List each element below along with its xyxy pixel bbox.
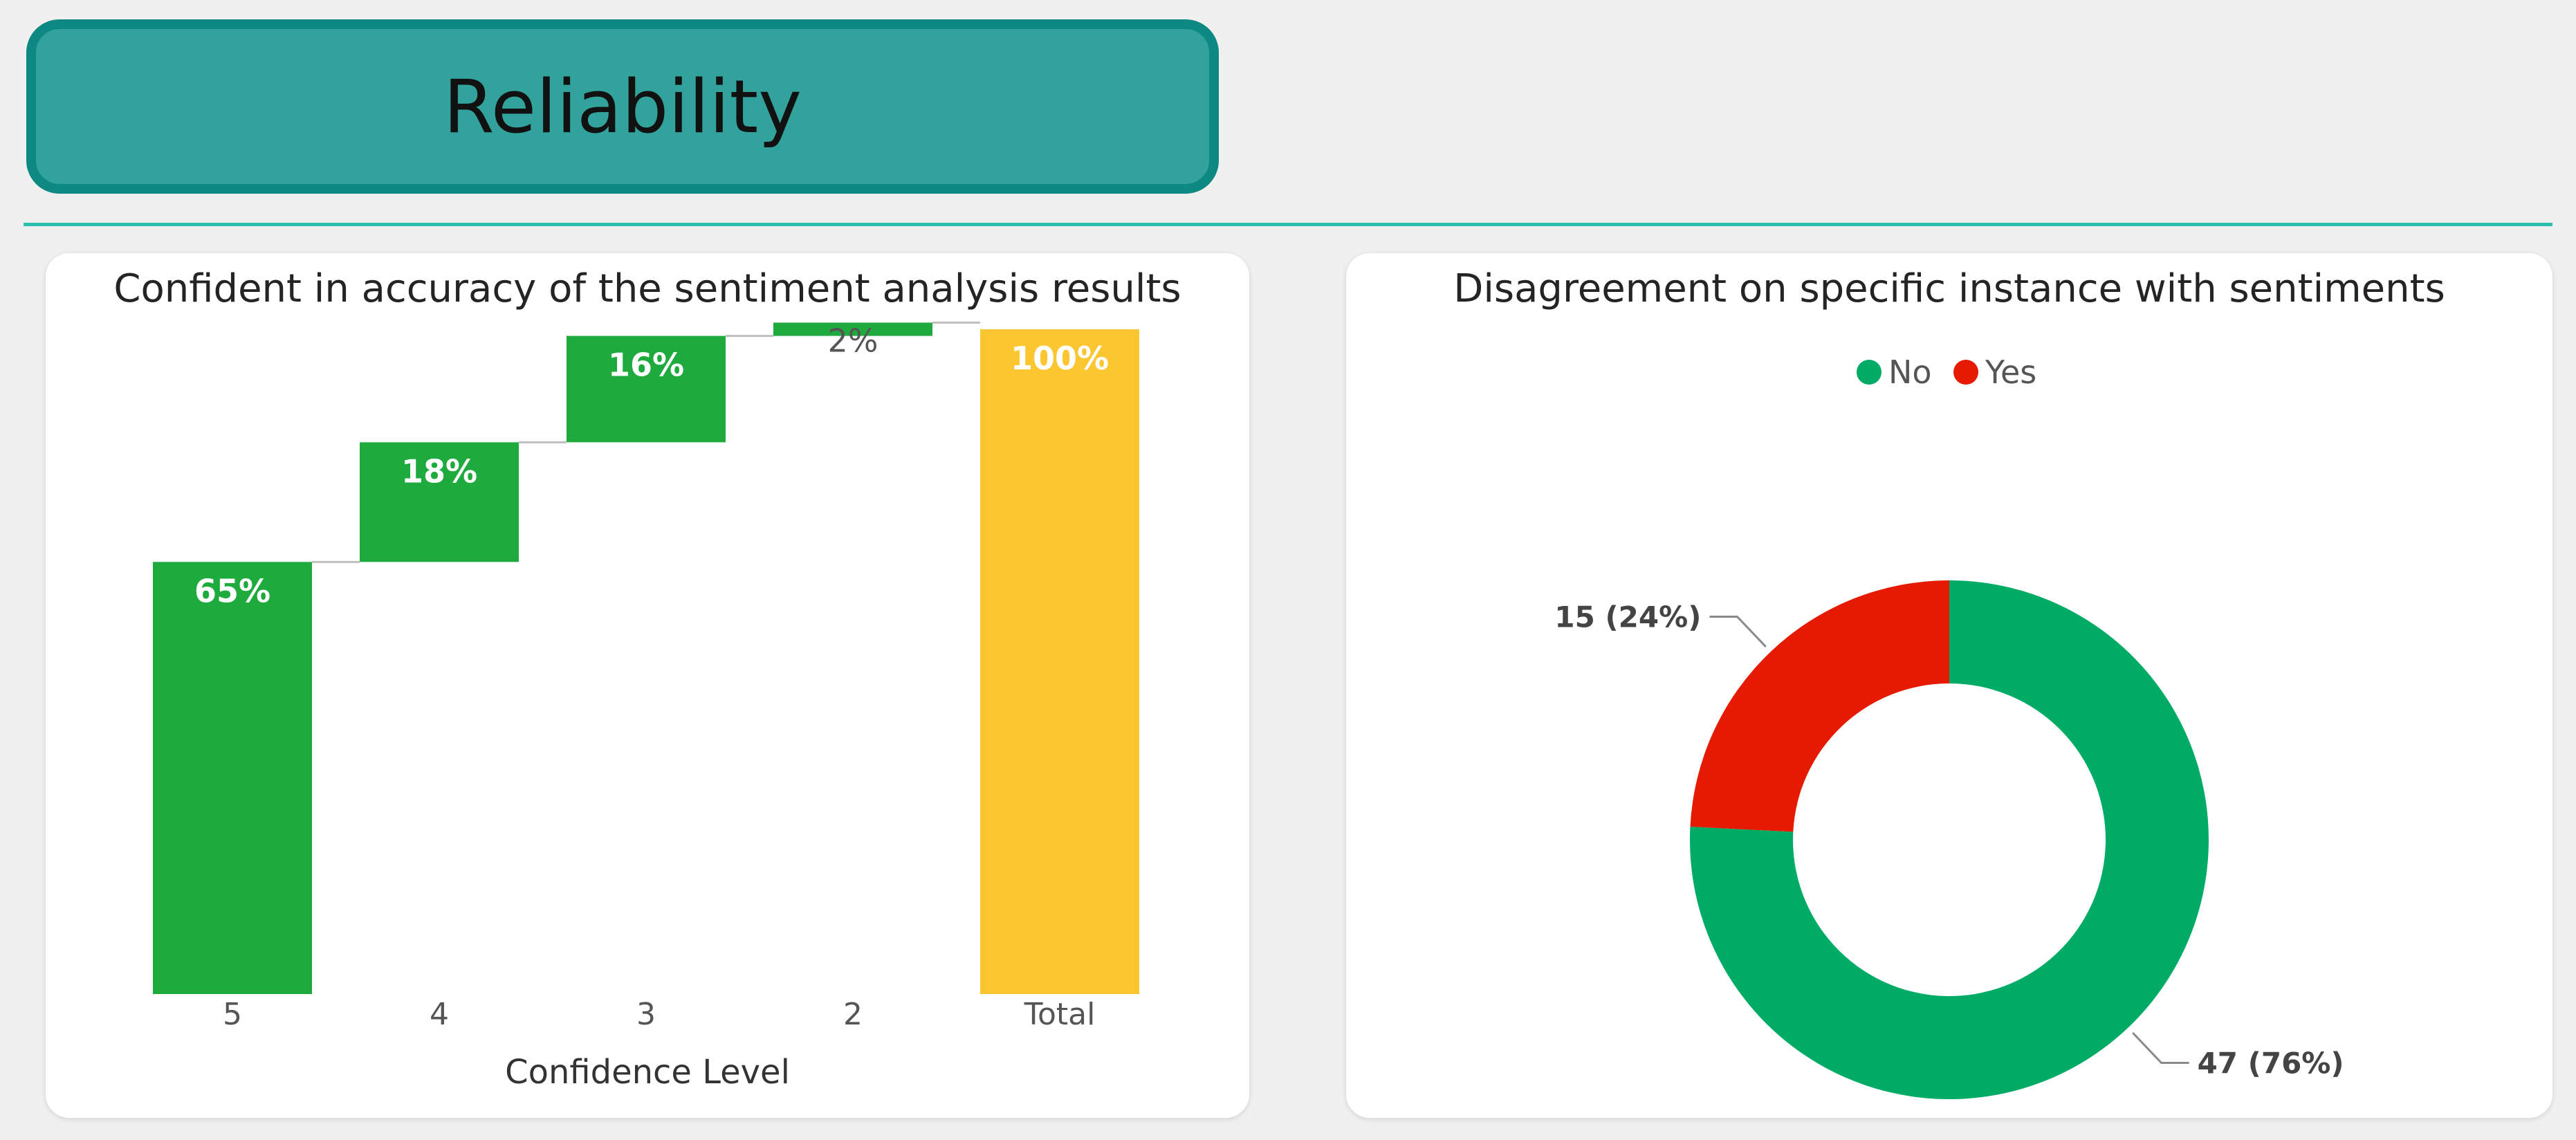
donut-slice-yes (1690, 580, 1949, 832)
waterfall-bar-4 (360, 442, 519, 562)
donut-slice-label-no: 47 (76%) (2198, 1047, 2344, 1081)
waterfall-chart-card: Confident in accuracy of the sentiment a… (46, 253, 1249, 1118)
waterfall-bar-total (980, 329, 1139, 994)
donut-leader-line (1709, 615, 1767, 647)
legend-label-no: No (1888, 353, 1932, 391)
waterfall-bar-2 (773, 322, 932, 336)
donut-slice-no (1690, 580, 2209, 1100)
page-title: Reliability (443, 64, 802, 149)
waterfall-bar-5 (153, 562, 312, 994)
waterfall-data-label: 2% (828, 322, 878, 359)
legend-marker-no (1857, 360, 1882, 385)
x-tick-label: 2 (843, 997, 863, 1032)
waterfall-bar-3 (567, 335, 726, 443)
waterfall-data-label: 65% (194, 572, 270, 609)
x-tick-label: 5 (223, 997, 242, 1032)
waterfall-chart-title: Confident in accuracy of the sentiment a… (113, 266, 1181, 311)
legend-marker-yes (1953, 360, 1978, 385)
x-axis-title: Confidence Level (505, 1053, 790, 1092)
waterfall-data-label: 16% (608, 347, 684, 384)
waterfall-chart: Confident in accuracy of the sentiment a… (113, 266, 1181, 1092)
x-tick-label: Total (1024, 997, 1096, 1032)
donut-leader-line (2132, 1032, 2189, 1065)
donut-chart-title: Disagreement on specific instance with s… (1453, 266, 2445, 311)
legend-label-yes: Yes (1985, 353, 2036, 391)
waterfall-data-label: 18% (401, 452, 477, 490)
x-tick-label: 4 (430, 997, 449, 1032)
donut-chart-card: Disagreement on specific instance with s… (1346, 253, 2552, 1118)
x-tick-label: 3 (636, 997, 656, 1032)
donut-chart: Disagreement on specific instance with s… (1453, 266, 2445, 1100)
header-divider (24, 223, 2552, 226)
waterfall-data-label: 100% (1011, 340, 1109, 377)
page-title-banner: Reliability (26, 19, 1219, 194)
donut-slice-label-yes: 15 (24%) (1554, 600, 1701, 634)
